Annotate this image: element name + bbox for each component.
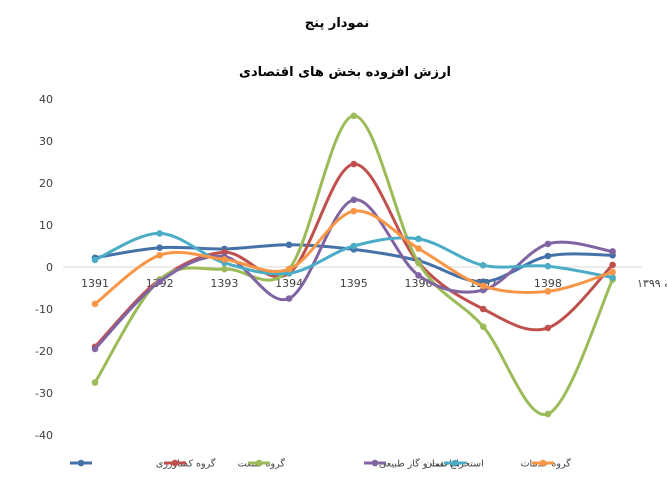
data-point [544, 252, 552, 260]
series-2 [91, 160, 616, 351]
page-title: نمودار پنج [305, 16, 369, 31]
x-tick-label: 1398 [534, 277, 562, 290]
series-line [93, 114, 615, 416]
data-point [285, 295, 293, 302]
legend-marker [539, 459, 547, 467]
data-point [285, 241, 293, 249]
y-tick-label: 0 [46, 261, 53, 274]
y-axis: 40 30 20 10 0 -10 -20 -30 -40 [35, 93, 53, 442]
data-point [544, 288, 552, 295]
y-tick-label: -20 [35, 345, 53, 358]
data-point [609, 248, 616, 255]
data-point [156, 251, 163, 259]
series-6 [91, 207, 616, 308]
y-tick-label: -30 [35, 387, 53, 400]
data-point [221, 256, 228, 263]
y-tick-label: -10 [35, 303, 53, 316]
legend: گروه کشاورزیگروه صنعتاستخراج نفت و گاز ط… [70, 458, 571, 470]
data-point [609, 268, 616, 276]
series-line [93, 209, 615, 306]
legend-item: جمع ارزش افزوده رشته‌فعالیتها [532, 459, 554, 467]
data-point [350, 112, 358, 120]
series-layer [91, 112, 616, 418]
data-point [91, 345, 99, 353]
data-point [350, 196, 358, 204]
data-point [544, 240, 552, 248]
legend-item: گروه کشاورزی [70, 458, 216, 470]
legend-marker [371, 459, 379, 467]
data-point [415, 259, 422, 267]
data-point [479, 305, 487, 313]
data-point [91, 256, 99, 264]
data-point [285, 265, 293, 273]
data-point [479, 323, 487, 330]
data-point [544, 410, 552, 418]
series-5 [91, 230, 616, 281]
legend-label: ساختمان [425, 459, 460, 470]
data-point [91, 379, 99, 386]
legend-marker [255, 459, 263, 467]
data-point [221, 265, 228, 273]
x-tick-label: 1391 [81, 277, 109, 290]
chart-title: ارزش افزوده بخش های اقتصادی [239, 65, 451, 80]
data-point [544, 324, 552, 332]
data-point [350, 160, 358, 168]
data-point [91, 300, 99, 308]
legend-label: استخراج نفت و گاز طبیعی [379, 458, 484, 470]
legend-item: ساختمان [364, 459, 460, 470]
data-point [350, 207, 358, 215]
series-line [93, 162, 615, 349]
data-point [156, 278, 163, 286]
data-point [415, 272, 422, 279]
y-tick-label: 30 [39, 135, 53, 148]
data-point [156, 244, 163, 251]
legend-marker [77, 459, 85, 467]
x-tick-label: 1395 [340, 277, 368, 290]
x-tick-label: نه ماهه ۱۳۹۹ [637, 277, 667, 290]
data-point [479, 262, 487, 269]
y-tick-label: -40 [35, 429, 53, 442]
x-tick-label: 1394 [275, 277, 303, 290]
data-point [350, 242, 358, 250]
y-tick-label: 20 [39, 177, 53, 190]
data-point [609, 274, 616, 281]
data-point [156, 230, 163, 237]
x-tick-label: 1393 [210, 277, 238, 290]
series-line [93, 198, 615, 351]
legend-marker [171, 459, 179, 467]
data-point [609, 261, 616, 269]
y-tick-label: 40 [39, 93, 53, 106]
data-point [415, 245, 422, 252]
data-point [544, 262, 552, 270]
legend-marker [451, 459, 459, 467]
legend-item: استخراج نفت و گاز طبیعی [248, 458, 484, 470]
data-point [415, 235, 422, 243]
y-tick-label: 10 [39, 219, 53, 232]
data-point [479, 282, 487, 290]
